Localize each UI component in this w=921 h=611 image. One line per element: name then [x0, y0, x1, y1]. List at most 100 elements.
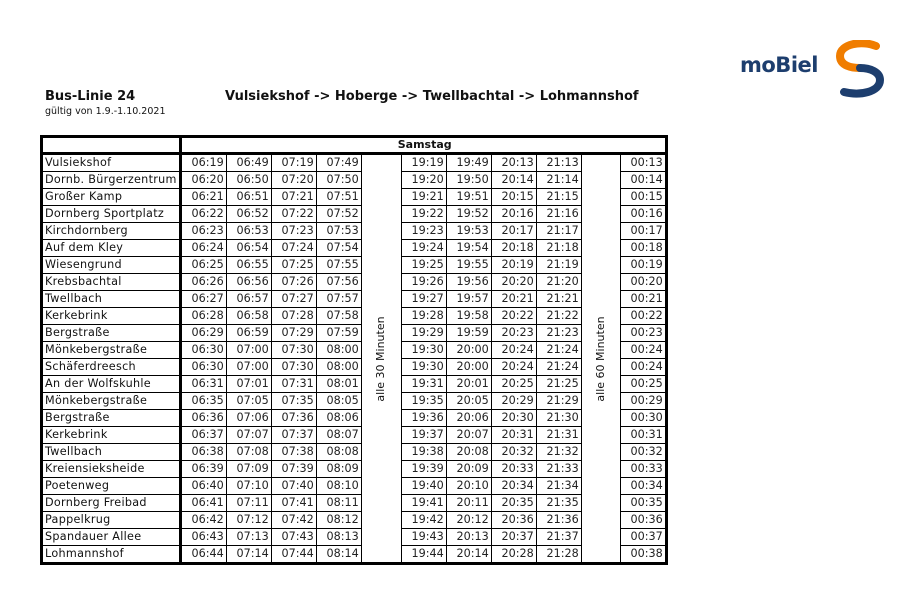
departure-time: 07:49: [315, 153, 362, 172]
departure-time: 21:34: [535, 477, 582, 495]
departure-time: 20:34: [490, 477, 537, 495]
departure-time: 08:11: [315, 494, 362, 512]
departure-time: 06:56: [225, 273, 272, 291]
stop-name: Dornb. Bürgerzentrum: [41, 171, 182, 189]
departure-time: 21:29: [535, 392, 582, 410]
table-row: Krebsbachtal 06:26 06:56 07:26 07:56 19:26 19:…: [41, 273, 667, 291]
departure-time: 08:12: [315, 511, 362, 529]
departure-time: 07:30: [270, 341, 317, 359]
departure-time: 07:20: [270, 171, 317, 189]
departure-time: 00:30: [619, 409, 667, 427]
departure-time: 20:16: [490, 205, 537, 223]
departure-time: 19:57: [445, 290, 492, 308]
stop-name: Wiesengrund: [41, 256, 182, 274]
departure-time: 06:57: [225, 290, 272, 308]
day-label: Samstag: [397, 138, 452, 151]
departure-time: 20:10: [445, 477, 492, 495]
stop-name: Lohmannshof: [41, 545, 182, 564]
departure-time: 06:29: [179, 324, 227, 342]
departure-time: 07:00: [225, 341, 272, 359]
departure-time: 21:24: [535, 341, 582, 359]
departure-time: 19:28: [400, 307, 447, 325]
departure-time: 19:24: [400, 239, 447, 257]
departure-time: 20:15: [490, 188, 537, 206]
table-row: Dornb. Bürgerzentrum 06:20 06:50 07:20 07:50…: [41, 171, 667, 189]
departure-time: 07:21: [270, 188, 317, 206]
table-row: Schäferdreesch 06:30 07:00 07:30 08:00 19:30 2…: [41, 358, 667, 376]
departure-time: 21:15: [535, 188, 582, 206]
departure-time: 19:21: [400, 188, 447, 206]
departure-time: 19:53: [445, 222, 492, 240]
departure-time: 07:50: [315, 171, 362, 189]
departure-time: 06:24: [179, 239, 227, 257]
departure-time: 07:23: [270, 222, 317, 240]
departure-time: 08:10: [315, 477, 362, 495]
table-row: Twellbach 06:38 07:08 07:38 08:08 19:38 20:08 2…: [41, 443, 667, 461]
table-row: Mönkebergstraße 06:35 07:05 07:35 08:05 19:35…: [41, 392, 667, 410]
departure-time: 20:32: [490, 443, 537, 461]
departure-time: 21:21: [535, 290, 582, 308]
departure-time: 06:19: [179, 153, 227, 172]
departure-time: 07:27: [270, 290, 317, 308]
header-row: Samstag: [41, 136, 667, 155]
departure-time: 20:24: [490, 358, 537, 376]
departure-time: 00:18: [619, 239, 667, 257]
departure-time: 19:43: [400, 528, 447, 546]
table-row: Poetenweg 06:40 07:10 07:40 08:10 19:40 20:10 2…: [41, 477, 667, 495]
departure-time: 07:42: [270, 511, 317, 529]
stop-name: Kerkebrink: [41, 307, 182, 325]
stop-name: An der Wolfskuhle: [41, 375, 182, 393]
departure-time: 00:23: [619, 324, 667, 342]
departure-time: 20:30: [490, 409, 537, 427]
departure-time: 06:26: [179, 273, 227, 291]
departure-time: 20:07: [445, 426, 492, 444]
departure-time: 06:27: [179, 290, 227, 308]
departure-time: 06:31: [179, 375, 227, 393]
stop-header: [41, 136, 182, 155]
departure-time: 20:17: [490, 222, 537, 240]
table-row: Kerkebrink 06:37 07:07 07:37 08:07 19:37 20:07…: [41, 426, 667, 444]
departure-time: 06:21: [179, 188, 227, 206]
departure-time: 21:22: [535, 307, 582, 325]
departure-time: 06:44: [179, 545, 227, 564]
departure-time: 08:07: [315, 426, 362, 444]
departure-time: 19:22: [400, 205, 447, 223]
departure-time: 06:20: [179, 171, 227, 189]
departure-time: 08:09: [315, 460, 362, 478]
departure-time: 06:59: [225, 324, 272, 342]
departure-time: 00:13: [619, 153, 667, 172]
departure-time: 00:20: [619, 273, 667, 291]
stop-name: Krebsbachtal: [41, 273, 182, 291]
departure-time: 06:49: [225, 153, 272, 172]
departure-time: 20:36: [490, 511, 537, 529]
departure-time: 20:31: [490, 426, 537, 444]
departure-time: 21:33: [535, 460, 582, 478]
stop-name: Bergstraße: [41, 409, 182, 427]
departure-time: 21:16: [535, 205, 582, 223]
departure-time: 00:31: [619, 426, 667, 444]
logo-s-icon: [835, 40, 885, 98]
departure-time: 21:35: [535, 494, 582, 512]
departure-time: 20:00: [445, 358, 492, 376]
departure-time: 07:12: [225, 511, 272, 529]
departure-time: 19:42: [400, 511, 447, 529]
departure-time: 20:13: [445, 528, 492, 546]
departure-time: 20:19: [490, 256, 537, 274]
departure-time: 07:10: [225, 477, 272, 495]
departure-time: 20:11: [445, 494, 492, 512]
departure-time: 19:55: [445, 256, 492, 274]
departure-time: 07:11: [225, 494, 272, 512]
departure-time: 00:37: [619, 528, 667, 546]
departure-time: 19:56: [445, 273, 492, 291]
departure-time: 07:59: [315, 324, 362, 342]
departure-time: 06:30: [179, 341, 227, 359]
stop-name: Mönkebergstraße: [41, 392, 182, 410]
departure-time: 08:01: [315, 375, 362, 393]
departure-time: 19:23: [400, 222, 447, 240]
departure-time: 07:56: [315, 273, 362, 291]
departure-time: 06:38: [179, 443, 227, 461]
stop-name: Spandauer Allee: [41, 528, 182, 546]
departure-time: 19:40: [400, 477, 447, 495]
departure-time: 21:17: [535, 222, 582, 240]
departure-time: 06:41: [179, 494, 227, 512]
